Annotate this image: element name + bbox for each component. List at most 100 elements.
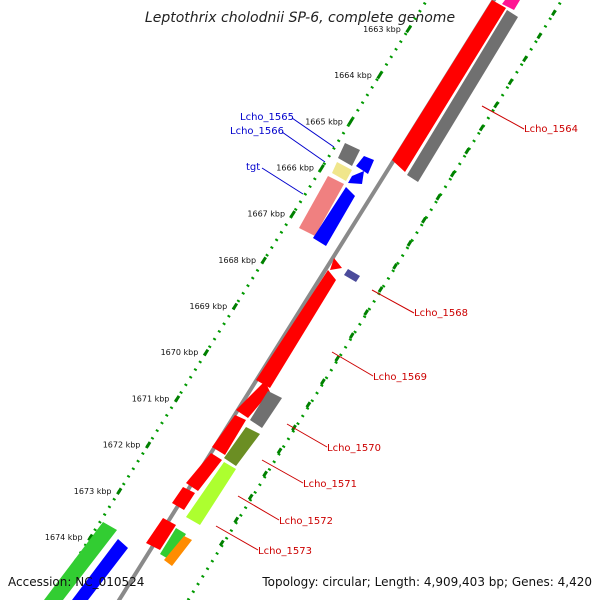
gene-red-arrow-1671[interactable] <box>212 415 246 455</box>
gene-lcho-1566-block[interactable] <box>332 162 352 181</box>
label-tgt[interactable]: tgt <box>246 162 260 173</box>
outer-tick-mark <box>334 355 341 362</box>
label-lcho-1566[interactable]: Lcho_1566 <box>230 126 284 137</box>
gene-lcho-1571-block[interactable] <box>224 427 260 466</box>
label-lcho-1573[interactable]: Lcho_1573 <box>258 546 312 557</box>
outer-tick-mark <box>435 193 442 201</box>
kbp-tick-mark <box>145 441 152 449</box>
leader-lcho-1568 <box>371 289 415 314</box>
outer-tick-mark <box>218 539 225 547</box>
label-lcho-1565[interactable]: Lcho_1565 <box>240 112 294 123</box>
outer-tick-mark <box>392 263 398 270</box>
label-leader-lines <box>215 105 525 551</box>
gene-red-arrow-1673b[interactable] <box>146 518 176 550</box>
gene-lcho-1564-gray-block[interactable] <box>407 10 518 182</box>
gene-green-arrow-1674[interactable] <box>44 522 117 600</box>
outer-tick-mark <box>247 493 254 501</box>
gene-red-arrow-1673a[interactable] <box>172 487 195 510</box>
gene-lcho-1569-arrow[interactable] <box>256 270 336 388</box>
gene-blue-small[interactable] <box>348 171 364 184</box>
gene-tgt-block[interactable] <box>299 176 344 236</box>
label-lcho-1568[interactable]: Lcho_1568 <box>414 308 468 319</box>
outer-tick-mark <box>464 147 471 155</box>
outer-tick-mark <box>478 124 485 132</box>
kbp-tick-mark <box>289 210 296 218</box>
kbp-tick-label: 1663 kbp <box>363 25 401 34</box>
leader-lcho-1573 <box>215 525 259 551</box>
map-title: Leptothrix cholodnii SP-6, complete geno… <box>145 10 455 26</box>
label-lcho-1569[interactable]: Lcho_1569 <box>373 372 427 383</box>
gene-features <box>44 0 520 600</box>
leader-lcho-1565 <box>291 117 335 148</box>
gene-blue-arrow-1674[interactable] <box>72 539 128 600</box>
kbp-tick-label: 1668 kbp <box>218 256 256 265</box>
kbp-tick-mark <box>87 533 94 542</box>
kbp-tick-mark <box>260 256 267 264</box>
gene-lcho-1570-block[interactable] <box>250 391 282 428</box>
leader-lcho-1566 <box>281 131 326 163</box>
gene-red-arrow-1670[interactable] <box>236 381 270 418</box>
outer-tick-mark <box>507 78 514 86</box>
kbp-tick-mark <box>376 71 383 80</box>
leader-lcho-1572 <box>237 495 280 521</box>
outer-tick-mark <box>522 55 528 63</box>
label-lcho-1570[interactable]: Lcho_1570 <box>327 443 381 454</box>
kbp-tick-mark <box>347 117 354 126</box>
gene-lcho-1564-arrow[interactable] <box>392 0 506 172</box>
outer-tick-mark <box>233 516 240 524</box>
kbp-tick-label: 1674 kbp <box>45 533 83 542</box>
outer-tick-mark <box>276 447 283 455</box>
kbp-tick-mark <box>173 395 181 403</box>
kbp-major-ticks <box>87 25 412 542</box>
kbp-tick-mark <box>231 302 239 311</box>
kbp-tick-label: 1665 kbp <box>305 117 343 126</box>
gene-lcho-1572-block[interactable] <box>186 462 236 525</box>
kbp-tick-label: 1672 kbp <box>103 441 141 450</box>
outer-tick-mark <box>551 9 557 17</box>
kbp-tick-label: 1670 kbp <box>161 348 199 357</box>
leader-lcho-1571 <box>261 459 304 484</box>
gene-lcho-1573-block[interactable] <box>164 536 192 566</box>
outer-tick-mark <box>305 401 312 409</box>
kbp-tick-label: 1671 kbp <box>132 394 170 403</box>
gene-red-arrow-1672[interactable] <box>186 453 222 491</box>
outer-tick-mark <box>377 286 384 293</box>
outer-tick-mark <box>421 216 427 224</box>
outer-tick-mark <box>348 332 355 339</box>
label-lcho-1564[interactable]: Lcho_1564 <box>524 124 578 135</box>
outer-tick-mark <box>363 309 370 316</box>
kbp-tick-label: 1673 kbp <box>74 487 112 496</box>
kbp-tick-label: 1667 kbp <box>247 210 285 219</box>
gene-lcho-1565-block[interactable] <box>338 143 360 166</box>
accession-text: Accession: NC_010524 <box>8 575 144 589</box>
outer-tick-mark <box>262 470 268 478</box>
inner-tick-track <box>49 0 429 600</box>
gene-lcho-1568-red-small[interactable] <box>330 258 342 270</box>
gene-top-magenta-block[interactable] <box>502 0 520 10</box>
kbp-tick-mark <box>116 487 123 495</box>
gene-blue-arrow-long[interactable] <box>313 187 355 246</box>
kbp-tick-mark <box>202 348 210 357</box>
outer-track-ticks <box>218 9 557 547</box>
outer-tick-mark <box>406 240 413 247</box>
leader-lcho-1569 <box>331 351 374 377</box>
kbp-tick-label: 1669 kbp <box>189 302 227 311</box>
gene-lcho-1568-block[interactable] <box>344 269 360 282</box>
outer-tick-track <box>186 0 564 600</box>
label-lcho-1571[interactable]: Lcho_1571 <box>303 479 357 490</box>
gene-blue-arrow-top[interactable] <box>356 156 374 174</box>
leader-lcho-1570 <box>286 423 328 448</box>
kbp-tick-mark <box>405 25 412 34</box>
outer-tick-mark <box>493 101 499 109</box>
kbp-tick-mark <box>318 164 325 172</box>
leader-lcho-1564 <box>481 105 525 130</box>
kbp-tick-label: 1666 kbp <box>276 164 314 173</box>
kbp-tick-label: 1664 kbp <box>334 71 372 80</box>
gene-green-block-1673[interactable] <box>160 528 186 560</box>
leader-tgt <box>261 167 304 195</box>
outer-tick-mark <box>449 170 456 178</box>
label-lcho-1572[interactable]: Lcho_1572 <box>279 516 333 527</box>
outer-tick-mark <box>320 378 326 385</box>
